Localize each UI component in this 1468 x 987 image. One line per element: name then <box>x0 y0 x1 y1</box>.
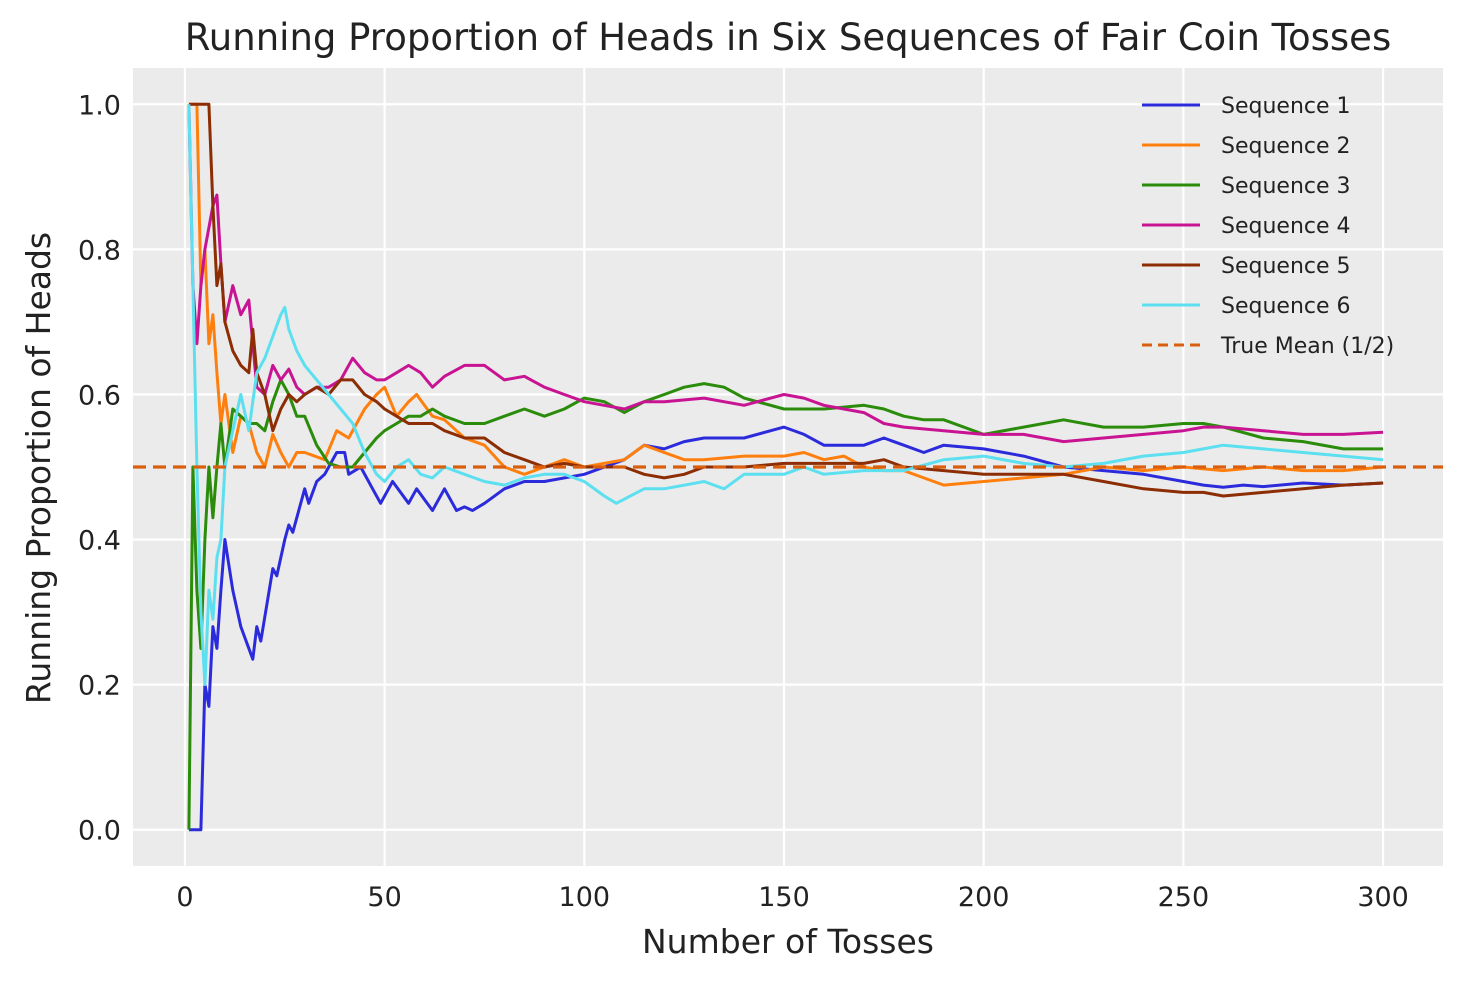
y-axis-label: Running Proportion of Heads <box>19 232 58 704</box>
series-line-sequence-6 <box>187 104 1384 687</box>
y-tick-label: 0.0 <box>78 816 121 847</box>
x-tick-label: 250 <box>1158 882 1210 913</box>
legend-label-sequence-3: Sequence 3 <box>1221 174 1351 199</box>
legend-label-sequence-5: Sequence 5 <box>1221 254 1351 279</box>
series-line-sequence-5 <box>188 102 1384 498</box>
y-tick-label: 0.4 <box>78 526 121 557</box>
legend-label-true-mean: True Mean (1/2) <box>1220 334 1394 359</box>
x-tick-label: 0 <box>176 882 193 913</box>
y-tick-label: 0.8 <box>78 235 121 266</box>
y-tick-label: 0.6 <box>78 380 121 411</box>
x-tick-label: 300 <box>1357 882 1409 913</box>
series-line-sequence-2 <box>188 102 1384 487</box>
series-line-sequence-4 <box>187 104 1384 444</box>
x-tick-label: 150 <box>758 882 810 913</box>
legend-label-sequence-1: Sequence 1 <box>1221 94 1351 119</box>
legend-label-sequence-2: Sequence 2 <box>1221 134 1351 159</box>
legend-label-sequence-6: Sequence 6 <box>1221 294 1351 319</box>
y-tick-label: 0.2 <box>78 671 121 702</box>
series-line-sequence-1 <box>188 425 1384 832</box>
series-lines <box>187 102 1384 832</box>
y-tick-labels: 0.0 0.2 0.4 0.6 0.8 1.0 <box>78 90 121 846</box>
y-tick-label: 1.0 <box>78 90 121 121</box>
x-tick-label: 100 <box>559 882 611 913</box>
x-tick-labels: 0 50 100 150 200 250 300 <box>176 882 1409 913</box>
x-tick-label: 50 <box>367 882 401 913</box>
chart-title: Running Proportion of Heads in Six Seque… <box>185 16 1391 59</box>
legend: Sequence 1 Sequence 2 Sequence 3 Sequence 4… <box>1142 94 1394 359</box>
x-axis-label: Number of Tosses <box>642 922 934 961</box>
legend-label-sequence-4: Sequence 4 <box>1221 214 1351 239</box>
x-tick-label: 200 <box>958 882 1010 913</box>
